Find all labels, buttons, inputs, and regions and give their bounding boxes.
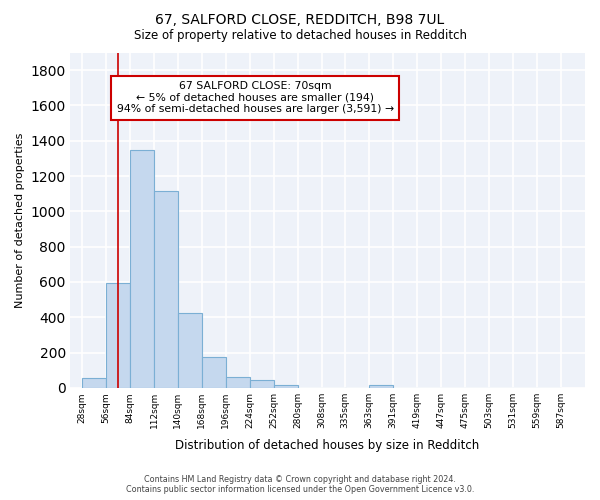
Bar xyxy=(250,380,274,388)
Text: 67 SALFORD CLOSE: 70sqm
← 5% of detached houses are smaller (194)
94% of semi-de: 67 SALFORD CLOSE: 70sqm ← 5% of detached… xyxy=(117,81,394,114)
Text: Contains HM Land Registry data © Crown copyright and database right 2024.
Contai: Contains HM Land Registry data © Crown c… xyxy=(126,474,474,494)
Bar xyxy=(369,384,393,388)
Bar xyxy=(82,378,106,388)
Bar xyxy=(274,384,298,388)
Bar xyxy=(202,358,226,388)
Bar xyxy=(178,313,202,388)
Bar xyxy=(106,282,130,388)
Y-axis label: Number of detached properties: Number of detached properties xyxy=(15,132,25,308)
Text: Size of property relative to detached houses in Redditch: Size of property relative to detached ho… xyxy=(133,29,467,42)
Text: 67, SALFORD CLOSE, REDDITCH, B98 7UL: 67, SALFORD CLOSE, REDDITCH, B98 7UL xyxy=(155,12,445,26)
Bar xyxy=(226,377,250,388)
Bar xyxy=(154,191,178,388)
Bar xyxy=(130,150,154,388)
X-axis label: Distribution of detached houses by size in Redditch: Distribution of detached houses by size … xyxy=(175,440,479,452)
